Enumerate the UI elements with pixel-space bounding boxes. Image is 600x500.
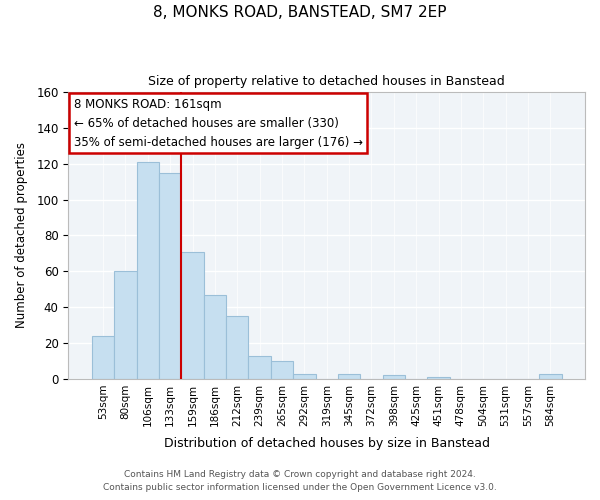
Text: 8, MONKS ROAD, BANSTEAD, SM7 2EP: 8, MONKS ROAD, BANSTEAD, SM7 2EP bbox=[153, 5, 447, 20]
Y-axis label: Number of detached properties: Number of detached properties bbox=[15, 142, 28, 328]
Bar bbox=[248, 356, 271, 379]
Bar bbox=[338, 374, 360, 379]
Bar bbox=[539, 374, 562, 379]
Title: Size of property relative to detached houses in Banstead: Size of property relative to detached ho… bbox=[148, 75, 505, 88]
Bar bbox=[293, 374, 316, 379]
Bar bbox=[427, 377, 450, 379]
Bar bbox=[114, 272, 137, 379]
Text: Contains public sector information licensed under the Open Government Licence v3: Contains public sector information licen… bbox=[103, 483, 497, 492]
Bar bbox=[181, 252, 204, 379]
Bar bbox=[383, 376, 405, 379]
Bar bbox=[159, 172, 181, 379]
Bar bbox=[271, 361, 293, 379]
Bar bbox=[92, 336, 114, 379]
Text: Contains HM Land Registry data © Crown copyright and database right 2024.: Contains HM Land Registry data © Crown c… bbox=[124, 470, 476, 479]
X-axis label: Distribution of detached houses by size in Banstead: Distribution of detached houses by size … bbox=[164, 437, 490, 450]
Text: 8 MONKS ROAD: 161sqm
← 65% of detached houses are smaller (330)
35% of semi-deta: 8 MONKS ROAD: 161sqm ← 65% of detached h… bbox=[74, 98, 362, 148]
Bar bbox=[226, 316, 248, 379]
Bar bbox=[204, 294, 226, 379]
Bar bbox=[137, 162, 159, 379]
